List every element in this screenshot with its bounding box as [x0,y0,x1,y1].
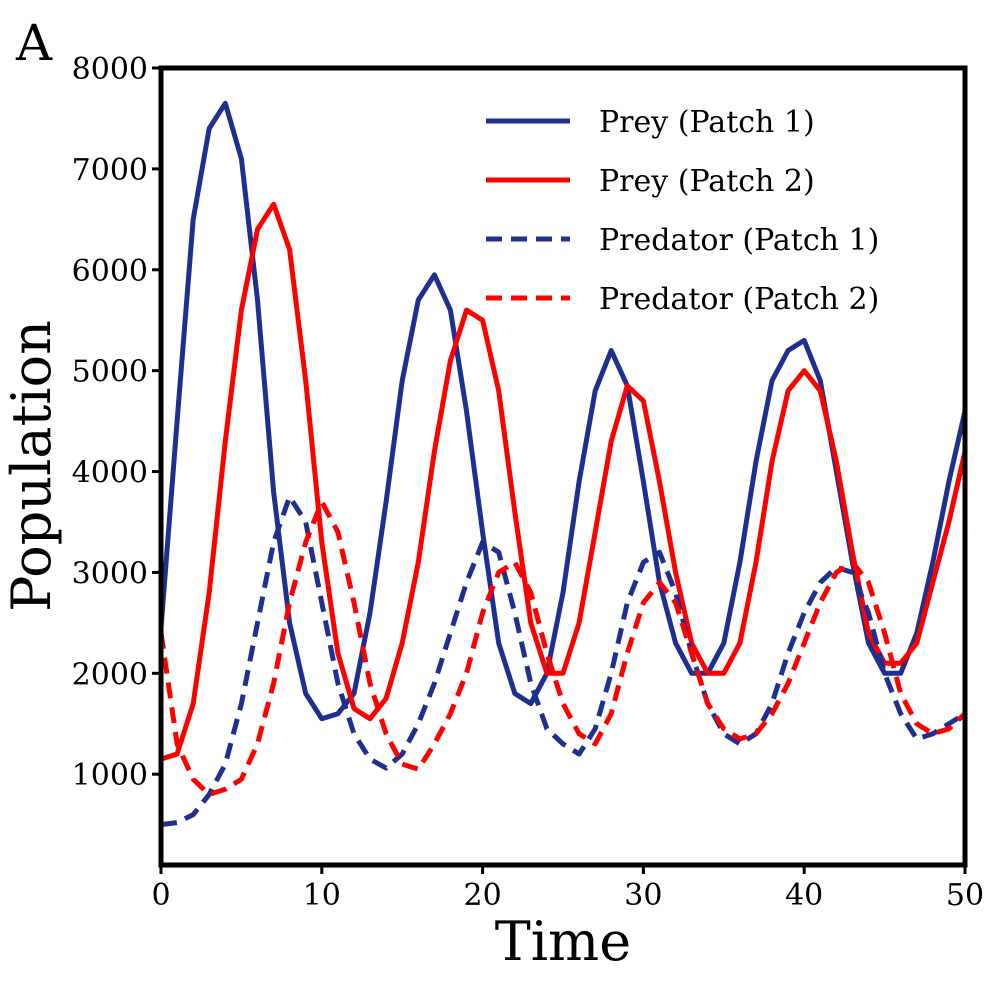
x-axis-label: Time [495,910,631,973]
x-axis-ticks: 0 10 20 30 40 50 [151,865,984,913]
panel-label: A [15,14,53,72]
y-tick-label: 7000 [72,153,148,188]
y-axis-ticks: 1000 2000 3000 4000 5000 6000 7000 8000 [72,52,161,793]
plot-frame [158,65,968,868]
legend-label: Predator (Patch 2) [599,282,879,317]
y-tick-label: 5000 [72,355,148,390]
series-line-2 [160,201,968,762]
y-axis-label: Population [0,320,63,612]
y-tick-label: 8000 [72,52,148,87]
legend-label: Prey (Patch 1) [599,105,815,140]
series-line-3 [160,494,967,828]
y-tick-label: 2000 [72,657,148,692]
x-tick-label: 20 [464,878,502,913]
y-tick-label: 1000 [72,758,148,793]
legend: Prey (Patch 1) Prey (Patch 2) Predator (Pa… [486,105,879,317]
x-tick-label: 40 [785,878,823,913]
series-line-1 [158,100,968,722]
x-tick-label: 50 [946,878,984,913]
x-tick-label: 10 [303,878,341,913]
legend-label: Prey (Patch 2) [599,164,815,199]
series-line-4 [158,499,967,797]
x-tick-label: 30 [624,878,662,913]
series-layer [158,100,968,828]
legend-label: Predator (Patch 1) [599,223,879,258]
x-tick-label: 0 [151,878,170,913]
y-tick-label: 3000 [72,556,148,591]
y-tick-label: 4000 [72,456,148,491]
y-tick-label: 6000 [72,254,148,289]
